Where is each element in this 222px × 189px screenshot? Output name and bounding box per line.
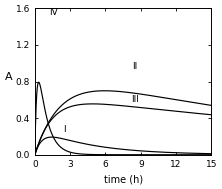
Text: III: III <box>131 95 139 104</box>
Text: IV: IV <box>49 8 58 16</box>
X-axis label: time (h): time (h) <box>103 174 143 184</box>
Text: II: II <box>132 62 137 71</box>
Text: I: I <box>63 125 65 134</box>
Y-axis label: A: A <box>5 72 12 81</box>
